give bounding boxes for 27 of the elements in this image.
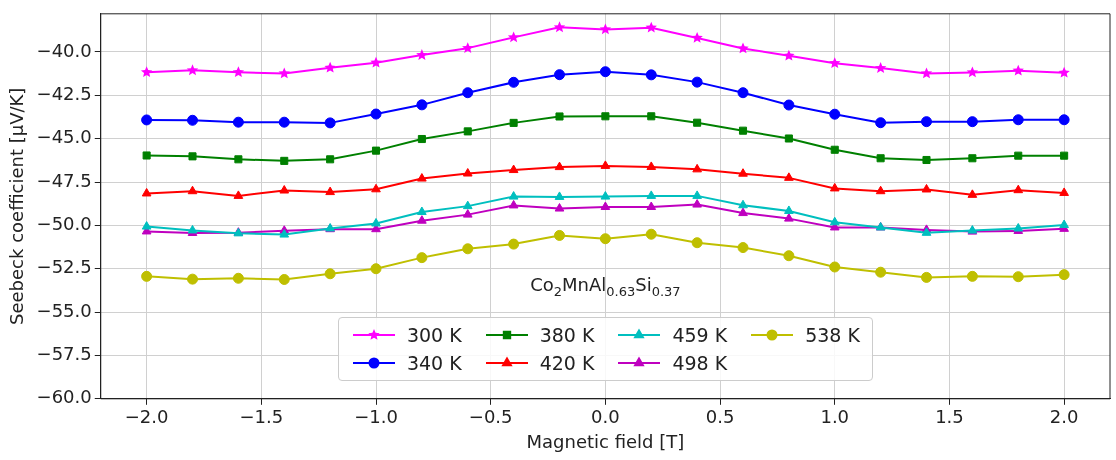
legend-label: 380 K [539, 323, 595, 346]
y-tick-label: −42.5 [36, 82, 92, 104]
legend-label: 538 K [805, 323, 860, 346]
legend-label: 340 K [406, 351, 462, 374]
y-tick-label: −55.0 [36, 299, 92, 321]
x-tick-label: −0.5 [468, 406, 513, 428]
x-tick-label: 1.5 [935, 406, 964, 428]
x-tick-label: 1.0 [820, 406, 850, 428]
y-tick-label: −47.5 [36, 169, 92, 191]
x-tick-label: 2.0 [1049, 406, 1079, 428]
x-tick-label: 0.5 [705, 406, 735, 428]
y-tick-label: −45.0 [36, 126, 92, 148]
y-tick-label: −57.5 [36, 343, 92, 365]
legend-label: 498 K [672, 351, 728, 374]
x-tick-label: −2.0 [124, 406, 169, 428]
x-tick-label: −1.5 [239, 406, 284, 428]
y-tick-label: −50.0 [36, 213, 92, 235]
legend-label: 300 K [406, 323, 462, 346]
y-tick-label: −60.0 [36, 386, 92, 408]
y-tick-label: −52.5 [36, 256, 92, 278]
legend-label: 459 K [672, 323, 728, 346]
y-axis-title: Seebeck coefficient [μV/K] [6, 87, 28, 325]
y-tick-label: −40.0 [36, 39, 92, 61]
legend-label: 420 K [539, 351, 595, 374]
x-axis-title: Magnetic field [T] [526, 430, 685, 452]
x-tick-label: −1.0 [354, 406, 398, 428]
x-tick-label: 0.0 [591, 406, 620, 428]
